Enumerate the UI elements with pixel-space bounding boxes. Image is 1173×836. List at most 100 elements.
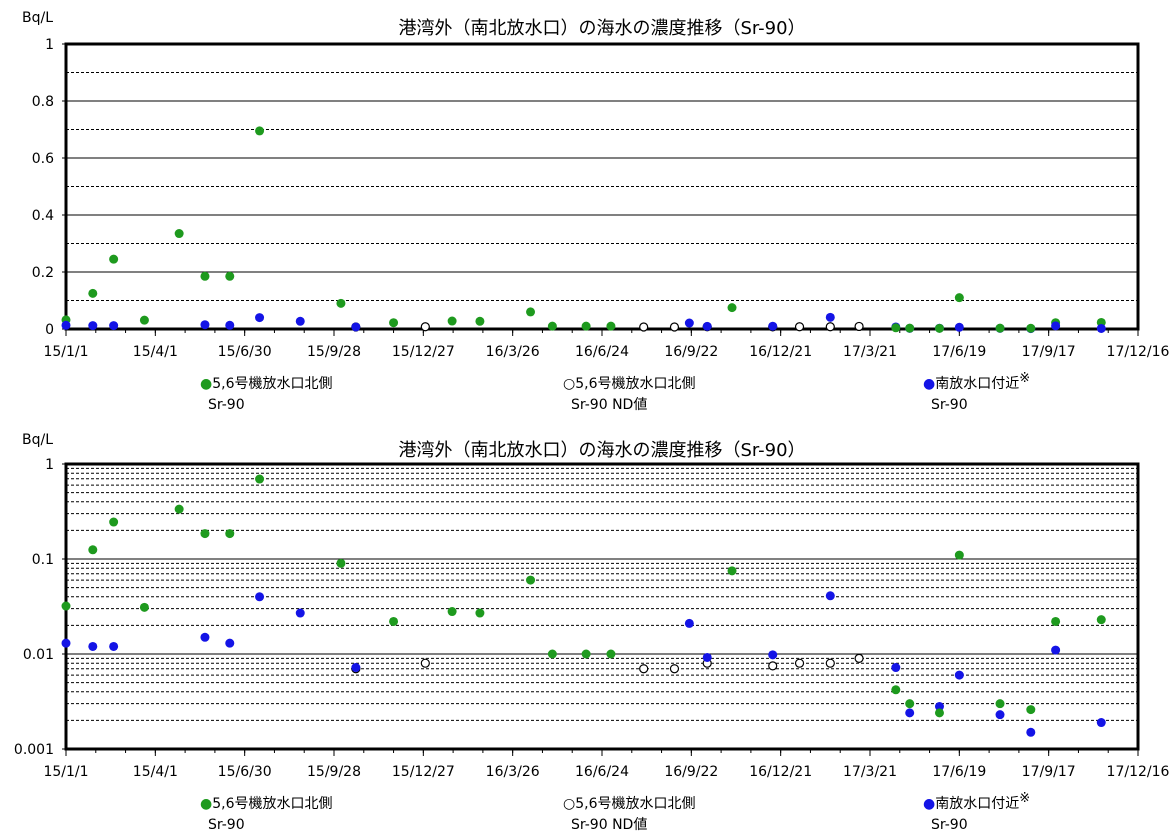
legend-label: ●5,6号機放水口北側 (200, 796, 332, 812)
data-point-north (475, 316, 485, 326)
gridlines (66, 467, 1138, 721)
data-point-north (954, 293, 964, 303)
legend: ●5,6号機放水口北側 Sr-90 ○5,6号機放水口北側 Sr-90 ND値 ●南放水… (200, 371, 1030, 413)
data-point-north_nd (854, 653, 864, 663)
legend-sublabel: Sr-90 (931, 397, 968, 413)
data-point-north_low (995, 323, 1005, 333)
data-point-north (606, 321, 616, 331)
data-points (61, 126, 1106, 334)
data-point-south (954, 670, 964, 680)
y-axis-ticks: 0 0.2 0.4 0.6 0.8 1 (32, 37, 66, 338)
x-tick-label: 16/6/24 (575, 344, 629, 360)
data-point-north (225, 529, 235, 539)
data-point-south (768, 650, 778, 660)
series-north (61, 474, 1106, 659)
data-point-south (934, 702, 944, 712)
data-point-north (174, 504, 184, 514)
data-point-north_nd (639, 322, 649, 332)
data-points (61, 474, 1106, 737)
data-point-north (200, 271, 210, 281)
data-point-north (447, 607, 457, 617)
data-point-south (702, 652, 712, 662)
series-north_low (891, 323, 1036, 333)
data-point-north (547, 649, 557, 659)
chart-title: 港湾外（南北放水口）の海水の濃度推移（Sr-90） (398, 440, 805, 461)
x-tick-label: 17/12/16 (1107, 764, 1170, 780)
data-point-south (702, 321, 712, 331)
legend-label: ●5,6号機放水口北側 (200, 376, 332, 392)
data-point-south (200, 320, 210, 330)
x-tick-label: 17/3/21 (843, 344, 897, 360)
data-point-north_nd (825, 658, 835, 668)
y-tick-label: 1 (45, 457, 54, 473)
data-point-south (109, 641, 119, 651)
data-point-south (825, 591, 835, 601)
data-point-north (475, 608, 485, 618)
data-point-north_low (1026, 705, 1036, 715)
x-tick-label: 15/9/28 (307, 344, 361, 360)
gridlines (66, 72, 1138, 301)
x-tick-label: 15/6/30 (218, 764, 272, 780)
y-tick-label: 0.01 (23, 647, 54, 663)
data-point-south (351, 663, 361, 673)
x-tick-label: 17/12/16 (1107, 344, 1170, 360)
data-point-north (389, 616, 399, 626)
y-tick-label: 0.6 (32, 151, 54, 167)
x-tick-label: 15/1/1 (43, 764, 88, 780)
series-north_low (891, 685, 1036, 718)
data-point-north_low (891, 685, 901, 695)
data-point-north_low (934, 708, 944, 718)
data-point-south (225, 638, 235, 648)
data-point-north (255, 474, 265, 484)
data-point-north (1051, 616, 1061, 626)
x-tick-label: 16/3/26 (486, 764, 540, 780)
x-tick-label: 15/12/27 (392, 344, 455, 360)
data-point-north (727, 566, 737, 576)
data-point-south (351, 322, 361, 332)
data-point-north (447, 316, 457, 326)
x-tick-label: 17/9/17 (1022, 344, 1076, 360)
data-point-north (109, 254, 119, 264)
legend-sublabel: Sr-90 (208, 397, 245, 413)
data-point-south (1051, 645, 1061, 655)
data-point-north_nd (854, 321, 864, 332)
data-point-south (1026, 727, 1036, 737)
data-point-north_nd (669, 664, 680, 674)
data-point-north (1096, 615, 1106, 625)
data-point-north (606, 649, 616, 659)
legend: ●5,6号機放水口北側 Sr-90 ○5,6号機放水口北側 Sr-90 ND値 ●南放水… (200, 791, 1030, 833)
x-tick-label: 15/9/28 (307, 764, 361, 780)
data-point-north (139, 602, 149, 612)
x-tick-label: 15/4/1 (133, 764, 178, 780)
data-point-north (526, 307, 536, 317)
data-point-north (200, 529, 210, 539)
data-point-south (61, 320, 71, 330)
data-point-north (526, 575, 536, 585)
data-point-south (109, 321, 119, 331)
x-tick-label: 16/12/21 (749, 764, 812, 780)
y-tick-label: 0 (45, 322, 54, 338)
x-axis-ticks: 15/1/1 15/4/1 15/6/30 15/9/28 15/12/27 16/3/2… (43, 329, 1170, 360)
data-point-north (225, 271, 235, 281)
data-point-north (139, 315, 149, 325)
legend-label: ○5,6号機放水口北側 (563, 376, 695, 392)
legend-sublabel: Sr-90 (208, 817, 245, 833)
data-point-north_nd (794, 658, 805, 668)
data-point-north_low (995, 699, 1005, 709)
legend-label: ○5,6号機放水口北側 (563, 796, 695, 812)
data-point-north_nd (825, 322, 835, 332)
data-point-south (255, 313, 265, 323)
y-tick-label: 0.1 (32, 552, 54, 568)
x-tick-label: 16/9/22 (664, 344, 718, 360)
data-point-north (109, 517, 119, 527)
data-point-south (684, 318, 694, 328)
data-point-south (1096, 323, 1106, 333)
legend-label: ●南放水口付近※ (923, 791, 1030, 812)
data-point-north (389, 318, 399, 328)
x-tick-label: 15/1/1 (43, 344, 88, 360)
data-point-north_nd (794, 322, 805, 332)
y-tick-label: 0.2 (32, 265, 54, 281)
data-point-south (995, 710, 1005, 720)
legend-label: ●南放水口付近※ (923, 371, 1030, 392)
